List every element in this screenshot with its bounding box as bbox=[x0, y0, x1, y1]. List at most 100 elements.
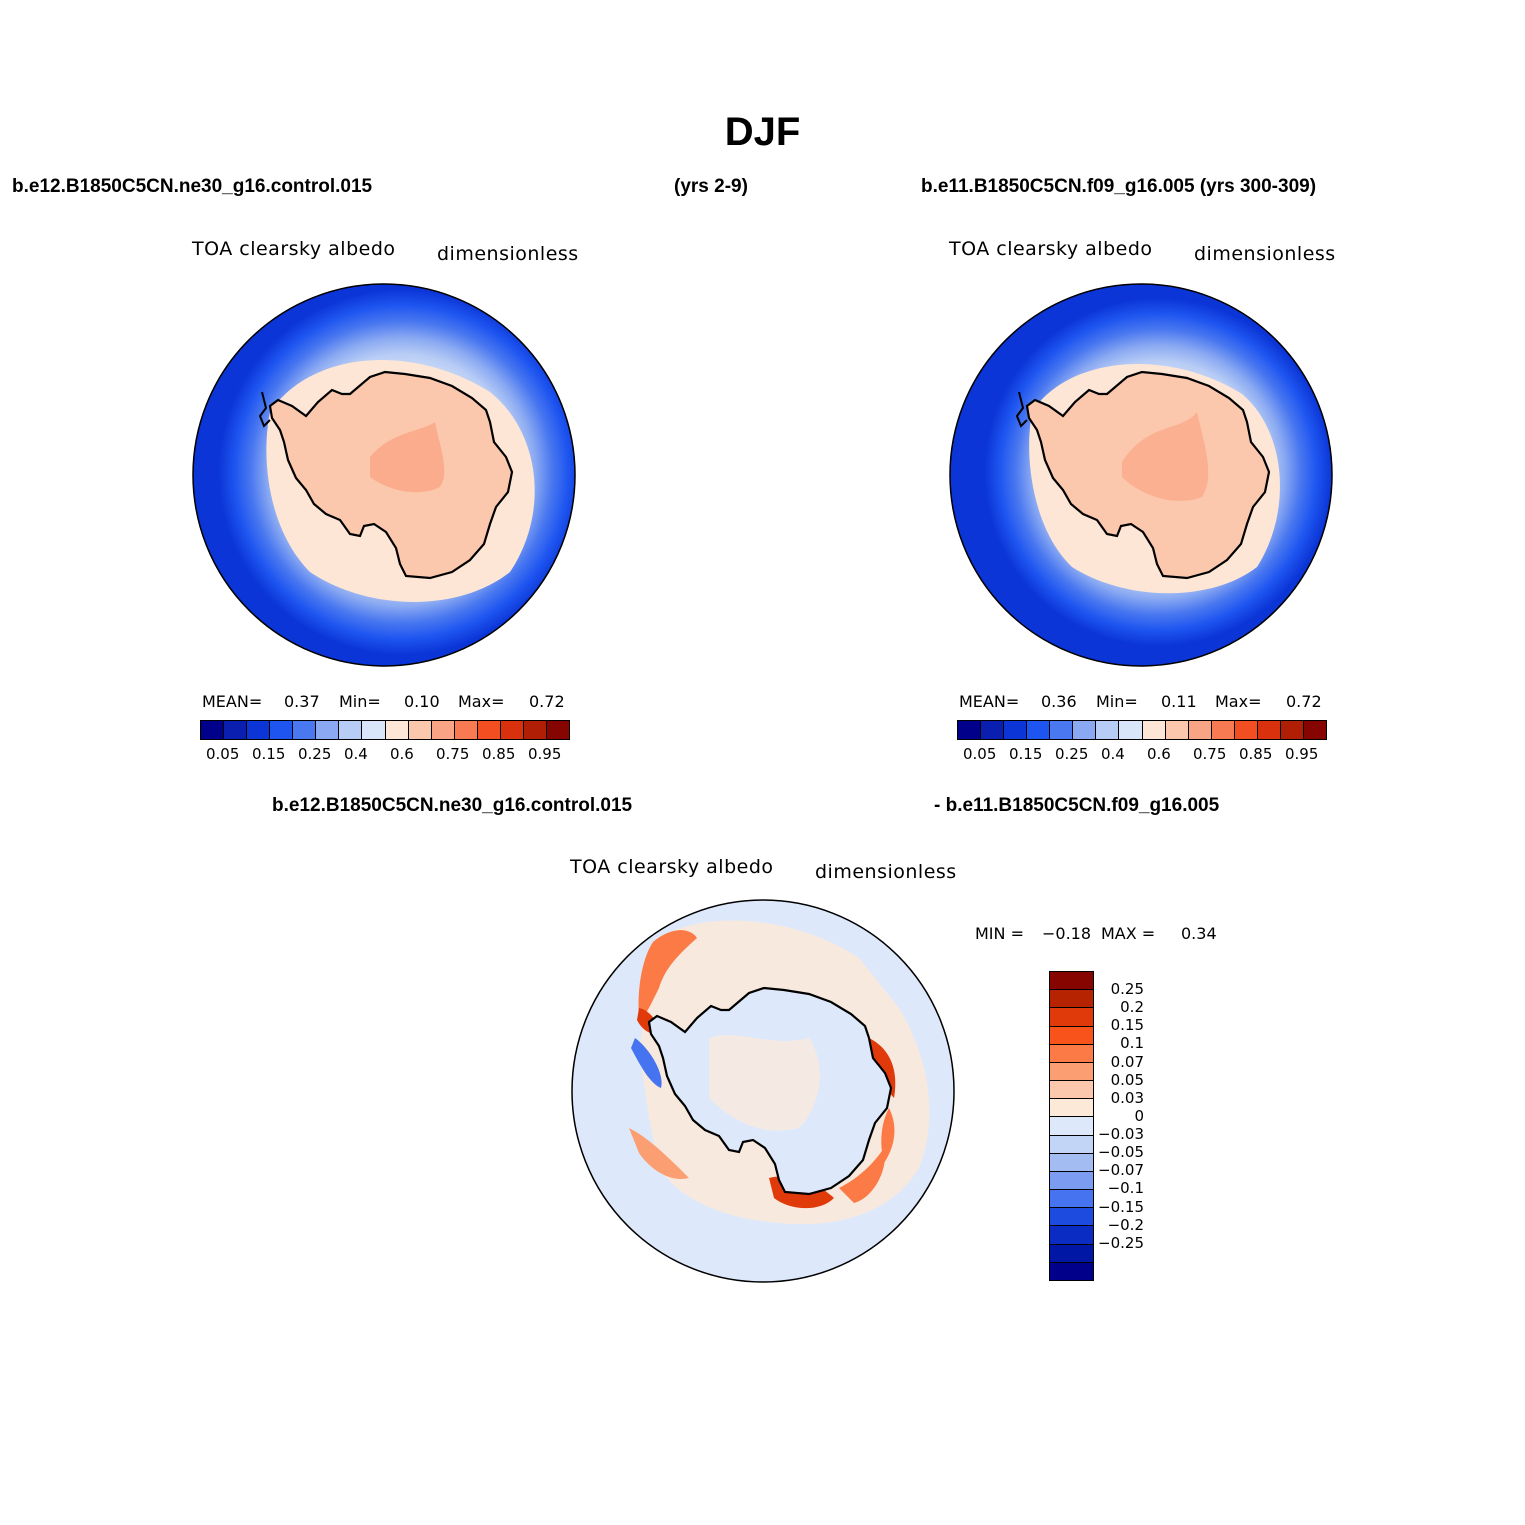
colorbar-swatch bbox=[1050, 1117, 1093, 1136]
panel2-min-label: Min= bbox=[1096, 692, 1138, 711]
colorbar-swatch bbox=[1050, 721, 1074, 739]
panel3-units-label: dimensionless bbox=[815, 861, 957, 883]
colorbar-swatch bbox=[477, 721, 501, 739]
colorbar-swatch bbox=[1050, 1062, 1093, 1082]
colorbar-tick-label: 0.25 bbox=[298, 745, 332, 763]
colorbar-swatch bbox=[385, 721, 409, 739]
colorbar-swatch bbox=[339, 721, 363, 739]
colorbar-swatch bbox=[546, 721, 569, 739]
colorbar-tick-label: 0.05 bbox=[206, 745, 240, 763]
colorbar-swatch bbox=[1004, 721, 1028, 739]
panel1-min-label: Min= bbox=[339, 692, 381, 711]
colorbar-swatch bbox=[224, 721, 248, 739]
colorbar-tick-label: 0.85 bbox=[482, 745, 516, 763]
colorbar-swatch bbox=[1211, 721, 1235, 739]
panel3-colorbar-ticks: 0.25 0.2 0.15 0.1 0.07 0.05 0.03 0 −0.03 −0.05 −0.… bbox=[1094, 971, 1194, 1279]
panel2-mean-value: 0.36 bbox=[1041, 692, 1077, 711]
panel2-max-label: Max= bbox=[1215, 692, 1262, 711]
colorbar-swatch bbox=[1050, 1135, 1093, 1154]
colorbar-swatch bbox=[1050, 1208, 1093, 1227]
colorbar-swatch bbox=[523, 721, 547, 739]
colorbar-swatch bbox=[1050, 1244, 1093, 1263]
case-a-years-label: (yrs 2-9) bbox=[674, 176, 748, 197]
panel1-max-value: 0.72 bbox=[529, 692, 565, 711]
colorbar-tick-label: 0.4 bbox=[344, 745, 368, 763]
panel3-min-label: MIN = bbox=[975, 924, 1024, 943]
colorbar-swatch bbox=[408, 721, 432, 739]
panel1-mean-label: MEAN= bbox=[202, 692, 263, 711]
colorbar-swatch bbox=[1050, 1026, 1093, 1045]
colorbar-tick-label: 0.6 bbox=[390, 745, 414, 763]
colorbar-swatch bbox=[1119, 721, 1143, 739]
colorbar-swatch bbox=[958, 721, 982, 739]
panel3-min-value: −0.18 bbox=[1042, 924, 1092, 943]
colorbar-swatch bbox=[1096, 721, 1120, 739]
colorbar-swatch bbox=[1050, 972, 1093, 991]
panel2-mean-label: MEAN= bbox=[959, 692, 1020, 711]
panel3-variable-label: TOA clearsky albedo bbox=[570, 856, 774, 878]
colorbar-tick-label: 0.25 bbox=[1110, 980, 1144, 999]
panel1-max-label: Max= bbox=[458, 692, 505, 711]
colorbar-tick-label: 0.95 bbox=[1285, 745, 1319, 763]
colorbar-swatch bbox=[1165, 721, 1189, 739]
panel2-units-label: dimensionless bbox=[1194, 243, 1336, 265]
colorbar-tick-label: −0.05 bbox=[1098, 1143, 1144, 1162]
colorbar-swatch bbox=[1050, 1044, 1093, 1063]
colorbar-tick-label: 0.85 bbox=[1239, 745, 1273, 763]
panel2-colorbar-ticks: 0.05 0.15 0.25 0.4 0.6 0.75 0.85 0.95 bbox=[957, 745, 1325, 765]
panel1-min-value: 0.10 bbox=[404, 692, 440, 711]
colorbar-swatch bbox=[1050, 1081, 1093, 1100]
panel1-colorbar-ticks: 0.05 0.15 0.25 0.4 0.6 0.75 0.85 0.95 bbox=[200, 745, 568, 765]
colorbar-swatch bbox=[454, 721, 478, 739]
colorbar-swatch bbox=[247, 721, 271, 739]
colorbar-swatch bbox=[1050, 1171, 1093, 1191]
colorbar-tick-label: 0.4 bbox=[1101, 745, 1125, 763]
colorbar-tick-label: 0.03 bbox=[1110, 1088, 1144, 1107]
colorbar-tick-label: 0.15 bbox=[1110, 1016, 1144, 1035]
colorbar-swatch bbox=[270, 721, 294, 739]
colorbar-swatch bbox=[1280, 721, 1304, 739]
colorbar-swatch bbox=[201, 721, 225, 739]
colorbar-tick-label: −0.25 bbox=[1098, 1233, 1144, 1252]
colorbar-swatch bbox=[1050, 1190, 1093, 1209]
panel2-colorbar bbox=[957, 720, 1327, 740]
colorbar-tick-label: 0.05 bbox=[1110, 1070, 1144, 1089]
panel3-colorbar bbox=[1049, 971, 1094, 1281]
panel1-variable-label: TOA clearsky albedo bbox=[192, 238, 396, 260]
colorbar-swatch bbox=[1188, 721, 1212, 739]
panel2-variable-label: TOA clearsky albedo bbox=[949, 238, 1153, 260]
colorbar-swatch bbox=[1050, 1153, 1093, 1172]
colorbar-swatch bbox=[316, 721, 340, 739]
case-b-label: b.e11.B1850C5CN.f09_g16.005 (yrs 300-309… bbox=[921, 176, 1317, 197]
colorbar-tick-label: 0.05 bbox=[963, 745, 997, 763]
colorbar-swatch bbox=[1142, 721, 1166, 739]
colorbar-swatch bbox=[431, 721, 455, 739]
colorbar-tick-label: −0.15 bbox=[1098, 1197, 1144, 1216]
colorbar-swatch bbox=[1050, 1262, 1093, 1280]
colorbar-swatch bbox=[293, 721, 317, 739]
colorbar-swatch bbox=[981, 721, 1005, 739]
colorbar-swatch bbox=[362, 721, 386, 739]
diff-case-left-label: b.e12.B1850C5CN.ne30_g16.control.015 bbox=[272, 795, 633, 816]
panel3-max-label: MAX = bbox=[1101, 924, 1156, 943]
colorbar-swatch bbox=[1073, 721, 1097, 739]
colorbar-swatch bbox=[1234, 721, 1258, 739]
colorbar-tick-label: 0.1 bbox=[1120, 1034, 1144, 1053]
colorbar-swatch bbox=[1050, 1099, 1093, 1118]
colorbar-tick-label: −0.07 bbox=[1098, 1161, 1144, 1180]
colorbar-swatch bbox=[500, 721, 524, 739]
colorbar-tick-label: 0.25 bbox=[1055, 745, 1089, 763]
colorbar-tick-label: 0.75 bbox=[436, 745, 470, 763]
colorbar-tick-label: 0.6 bbox=[1147, 745, 1171, 763]
colorbar-tick-label: 0.95 bbox=[528, 745, 562, 763]
colorbar-tick-label: 0 bbox=[1134, 1106, 1144, 1125]
panel2-max-value: 0.72 bbox=[1286, 692, 1322, 711]
panel1-colorbar bbox=[200, 720, 570, 740]
panel1-units-label: dimensionless bbox=[437, 243, 579, 265]
diff-case-right-label: - b.e11.B1850C5CN.f09_g16.005 bbox=[934, 795, 1220, 816]
plot-title: DJF bbox=[724, 110, 801, 154]
colorbar-tick-label: 0.07 bbox=[1110, 1052, 1144, 1071]
panel1-polar-map bbox=[192, 283, 576, 667]
colorbar-swatch bbox=[1257, 721, 1281, 739]
colorbar-tick-label: −0.03 bbox=[1098, 1125, 1144, 1144]
